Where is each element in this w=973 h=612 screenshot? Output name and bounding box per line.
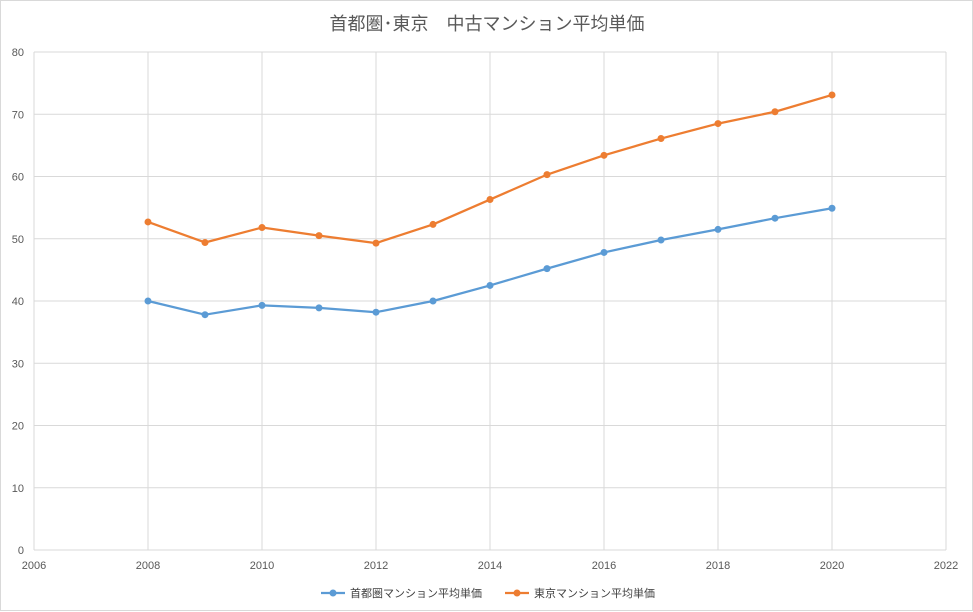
data-point bbox=[771, 214, 779, 222]
x-tick-label: 2018 bbox=[706, 560, 730, 572]
legend-item-2: 東京マンション平均単価 bbox=[505, 586, 655, 600]
x-tick-label: 2010 bbox=[250, 560, 274, 572]
gridlines bbox=[33, 51, 947, 551]
data-point bbox=[315, 304, 323, 312]
y-tick-label: 60 bbox=[12, 172, 24, 184]
data-point bbox=[258, 224, 266, 232]
series-2 bbox=[144, 91, 836, 247]
data-point bbox=[429, 297, 437, 305]
data-point bbox=[144, 218, 152, 226]
x-tick-label: 2014 bbox=[478, 560, 502, 572]
data-point bbox=[714, 120, 722, 128]
series-layer bbox=[144, 91, 836, 319]
data-point bbox=[657, 236, 665, 244]
data-point bbox=[600, 151, 608, 159]
chart-title: 首都圏･東京 中古マンション平均単価 bbox=[330, 14, 645, 35]
y-tick-label: 50 bbox=[12, 234, 24, 246]
x-tick-label: 2006 bbox=[22, 560, 46, 572]
y-tick-label: 0 bbox=[18, 545, 24, 557]
data-point bbox=[201, 238, 209, 246]
data-point bbox=[372, 308, 380, 316]
y-tick-label: 80 bbox=[12, 47, 24, 59]
data-point bbox=[315, 232, 323, 240]
legend-item-1: 首都圏マンション平均単価 bbox=[321, 586, 482, 600]
data-point bbox=[258, 301, 266, 309]
legend-label: 東京マンション平均単価 bbox=[534, 586, 655, 600]
data-point bbox=[201, 311, 209, 319]
data-point bbox=[714, 225, 722, 233]
data-point bbox=[657, 135, 665, 143]
data-point bbox=[486, 196, 494, 204]
x-tick-label: 2012 bbox=[364, 560, 388, 572]
x-tick-label: 2020 bbox=[820, 560, 844, 572]
x-tick-label: 2008 bbox=[136, 560, 160, 572]
data-point bbox=[543, 171, 551, 179]
legend-swatch-marker bbox=[513, 589, 521, 597]
x-tick-label: 2016 bbox=[592, 560, 616, 572]
data-point bbox=[486, 281, 494, 289]
y-tick-label: 40 bbox=[12, 296, 24, 308]
y-tick-label: 20 bbox=[12, 421, 24, 433]
series-1 bbox=[144, 204, 836, 319]
data-point bbox=[543, 265, 551, 273]
legend-label: 首都圏マンション平均単価 bbox=[350, 586, 482, 600]
data-point bbox=[828, 91, 836, 99]
data-point bbox=[771, 108, 779, 116]
y-tick-label: 10 bbox=[12, 483, 24, 495]
legend: 首都圏マンション平均単価 東京マンション平均単価 bbox=[321, 586, 655, 600]
data-point bbox=[828, 204, 836, 212]
axis-labels: 0 10 20 30 40 50 60 70 80 2006 2008 2010 2012 2014 201… bbox=[12, 47, 958, 572]
y-tick-label: 30 bbox=[12, 358, 24, 370]
legend-swatch-marker bbox=[329, 589, 337, 597]
data-point bbox=[600, 248, 608, 256]
y-tick-label: 70 bbox=[12, 109, 24, 121]
data-point bbox=[429, 220, 437, 228]
x-tick-label: 2022 bbox=[934, 560, 958, 572]
data-point bbox=[372, 239, 380, 247]
data-point bbox=[144, 297, 152, 305]
